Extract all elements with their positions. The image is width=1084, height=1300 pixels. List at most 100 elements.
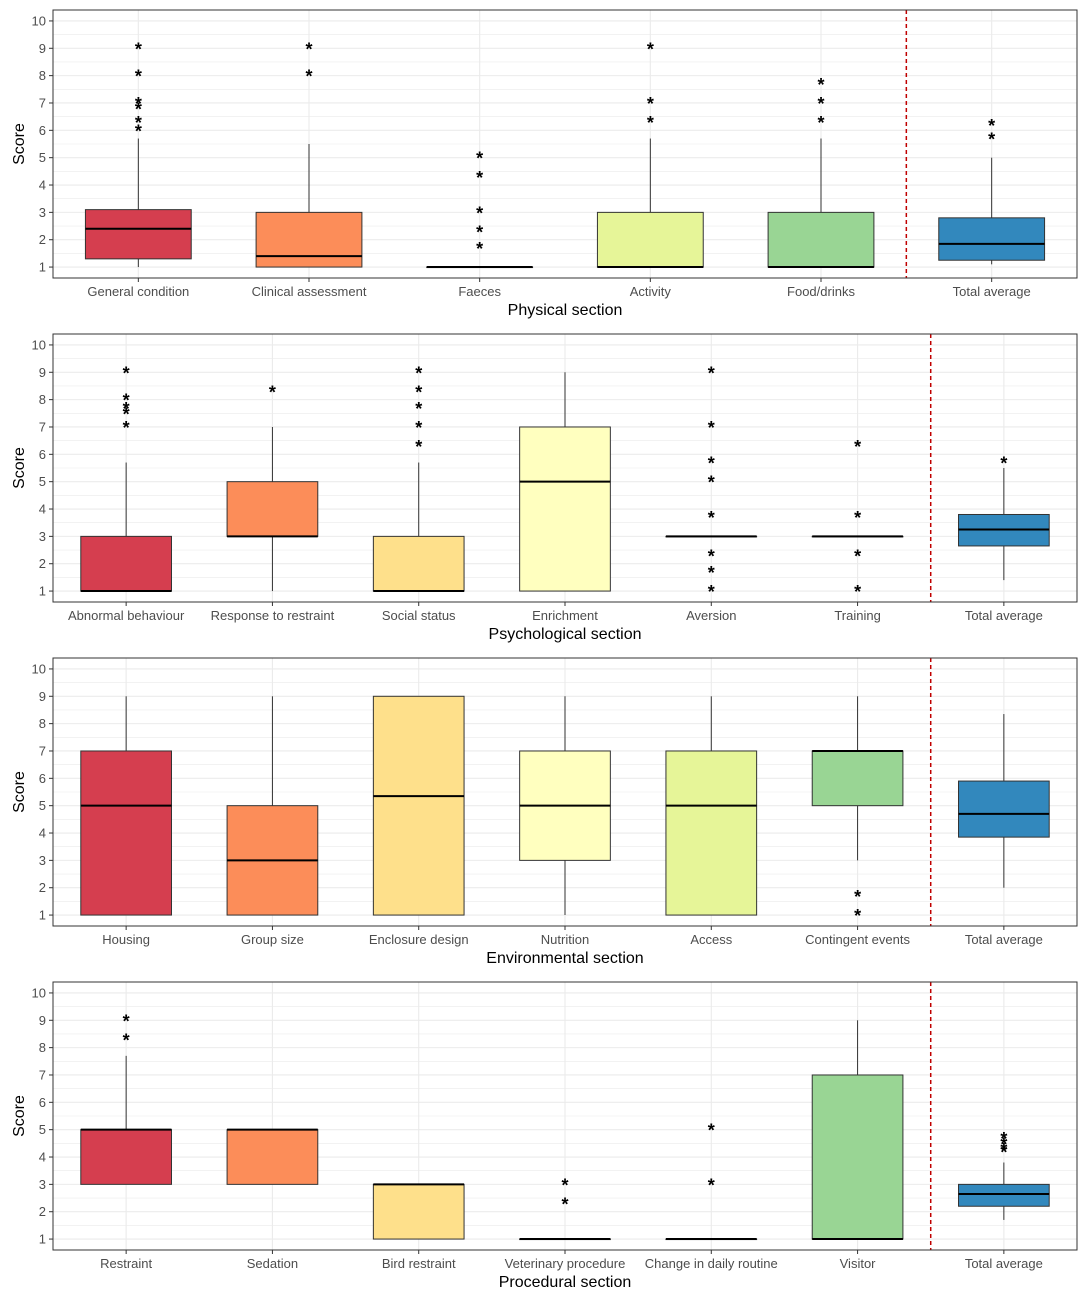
x-tick-label: Response to restraint bbox=[211, 608, 335, 623]
y-tick-label: 1 bbox=[39, 1232, 46, 1247]
outlier-marker: * bbox=[708, 547, 715, 567]
box-rect bbox=[226, 1129, 319, 1185]
y-tick-label: 10 bbox=[32, 13, 46, 28]
box-rect bbox=[958, 1183, 1050, 1207]
box-rect bbox=[80, 535, 172, 592]
outlier-marker: * bbox=[708, 418, 715, 438]
box-rect bbox=[372, 695, 465, 916]
x-tick-label: Aversion bbox=[686, 608, 736, 623]
box-restraint: ** bbox=[80, 1011, 172, 1185]
outlier-marker: * bbox=[123, 391, 130, 411]
x-tick-label: Restraint bbox=[100, 1256, 152, 1271]
x-tick-label: Food/drinks bbox=[787, 284, 855, 299]
outlier-marker: * bbox=[123, 418, 130, 438]
box-response-to-restraint: * bbox=[226, 382, 319, 592]
outlier-marker: * bbox=[708, 363, 715, 383]
box-general-condition: ****** bbox=[84, 39, 192, 268]
boxplot-panel-1: *********************12345678910General … bbox=[11, 9, 1078, 319]
x-tick-label: Abnormal behaviour bbox=[68, 608, 185, 623]
box-rect bbox=[80, 750, 172, 916]
y-axis-title: Score bbox=[11, 1095, 28, 1137]
y-tick-label: 8 bbox=[39, 716, 46, 731]
y-tick-label: 2 bbox=[39, 1204, 46, 1219]
box-contingent-events: ** bbox=[811, 696, 904, 926]
x-tick-label: Total average bbox=[965, 608, 1043, 623]
y-tick-label: 9 bbox=[39, 365, 46, 380]
box-food-drinks: *** bbox=[767, 75, 875, 269]
box-rect bbox=[811, 1074, 904, 1240]
box-rect bbox=[226, 481, 319, 537]
x-tick-label: Housing bbox=[102, 932, 150, 947]
y-tick-label: 9 bbox=[39, 41, 46, 56]
outlier-marker: * bbox=[1000, 1143, 1007, 1163]
box-visitor bbox=[811, 1020, 904, 1241]
outlier-marker: * bbox=[135, 94, 142, 114]
y-tick-label: 2 bbox=[39, 232, 46, 247]
y-tick-label: 6 bbox=[39, 447, 46, 462]
outlier-marker: * bbox=[708, 454, 715, 474]
outlier-marker: * bbox=[123, 1011, 130, 1031]
y-tick-label: 10 bbox=[32, 661, 46, 676]
x-tick-label: Bird restraint bbox=[382, 1256, 456, 1271]
outlier-marker: * bbox=[415, 363, 422, 383]
outlier-marker: * bbox=[135, 113, 142, 133]
y-tick-label: 4 bbox=[39, 502, 46, 517]
box-rect bbox=[255, 211, 363, 268]
outlier-marker: * bbox=[708, 582, 715, 602]
outlier-marker: * bbox=[415, 382, 422, 402]
x-tick-label: Nutrition bbox=[541, 932, 589, 947]
y-tick-label: 1 bbox=[39, 908, 46, 923]
y-tick-label: 6 bbox=[39, 123, 46, 138]
outlier-marker: * bbox=[123, 404, 130, 424]
y-tick-label: 2 bbox=[39, 556, 46, 571]
y-tick-label: 4 bbox=[39, 826, 46, 841]
outlier-marker: * bbox=[269, 382, 276, 402]
x-axis-title: Physical section bbox=[508, 302, 623, 319]
y-tick-label: 9 bbox=[39, 1013, 46, 1028]
x-tick-label: Sedation bbox=[247, 1256, 298, 1271]
x-tick-label: Faeces bbox=[458, 284, 501, 299]
x-tick-label: Total average bbox=[965, 932, 1043, 947]
x-tick-label: Total average bbox=[953, 284, 1031, 299]
outlier-marker: * bbox=[135, 39, 142, 59]
outlier-marker: * bbox=[305, 39, 312, 59]
outlier-marker: * bbox=[817, 113, 824, 133]
box-rect bbox=[767, 211, 875, 268]
outlier-marker: * bbox=[135, 99, 142, 119]
outlier-marker: * bbox=[647, 113, 654, 133]
panel-border bbox=[52, 9, 1078, 279]
box-aversion: ******** bbox=[665, 363, 758, 602]
outlier-marker: * bbox=[708, 1121, 715, 1141]
y-tick-label: 7 bbox=[39, 1067, 46, 1082]
outlier-marker: * bbox=[135, 67, 142, 87]
x-tick-label: Social status bbox=[382, 608, 456, 623]
y-tick-label: 10 bbox=[32, 985, 46, 1000]
y-tick-label: 1 bbox=[39, 260, 46, 275]
x-tick-label: Access bbox=[690, 932, 732, 947]
outlier-marker: * bbox=[415, 437, 422, 457]
y-tick-label: 8 bbox=[39, 1040, 46, 1055]
box-rect bbox=[938, 217, 1046, 261]
boxplot-panel-3: ** 1 2 3 4 5 6 7 8 9 10 Housing Group size Enclosure … bbox=[11, 657, 1078, 967]
y-tick-label: 7 bbox=[39, 95, 46, 110]
outlier-marker: * bbox=[708, 563, 715, 583]
box-total-average: ** bbox=[938, 116, 1046, 265]
y-tick-label: 5 bbox=[39, 798, 46, 813]
box-rect bbox=[811, 750, 904, 807]
box-social-status: ***** bbox=[372, 363, 465, 593]
outlier-marker: * bbox=[476, 239, 483, 259]
box-training: * * * * bbox=[811, 437, 904, 602]
box-group-size bbox=[226, 696, 319, 916]
box-activity: *** bbox=[596, 39, 704, 269]
outlier-marker: * bbox=[305, 67, 312, 87]
outlier-marker: * bbox=[123, 399, 130, 419]
box-bird-restraint bbox=[372, 1183, 465, 1240]
outlier-marker: * bbox=[561, 1195, 568, 1215]
box-rect bbox=[596, 211, 704, 268]
outlier-marker: * bbox=[123, 1030, 130, 1050]
box-housing bbox=[80, 696, 172, 916]
box-change-in-daily-routine: ** bbox=[665, 1121, 758, 1241]
box-access bbox=[665, 696, 758, 916]
outlier-marker: * bbox=[476, 168, 483, 188]
y-tick-label: 9 bbox=[39, 689, 46, 704]
